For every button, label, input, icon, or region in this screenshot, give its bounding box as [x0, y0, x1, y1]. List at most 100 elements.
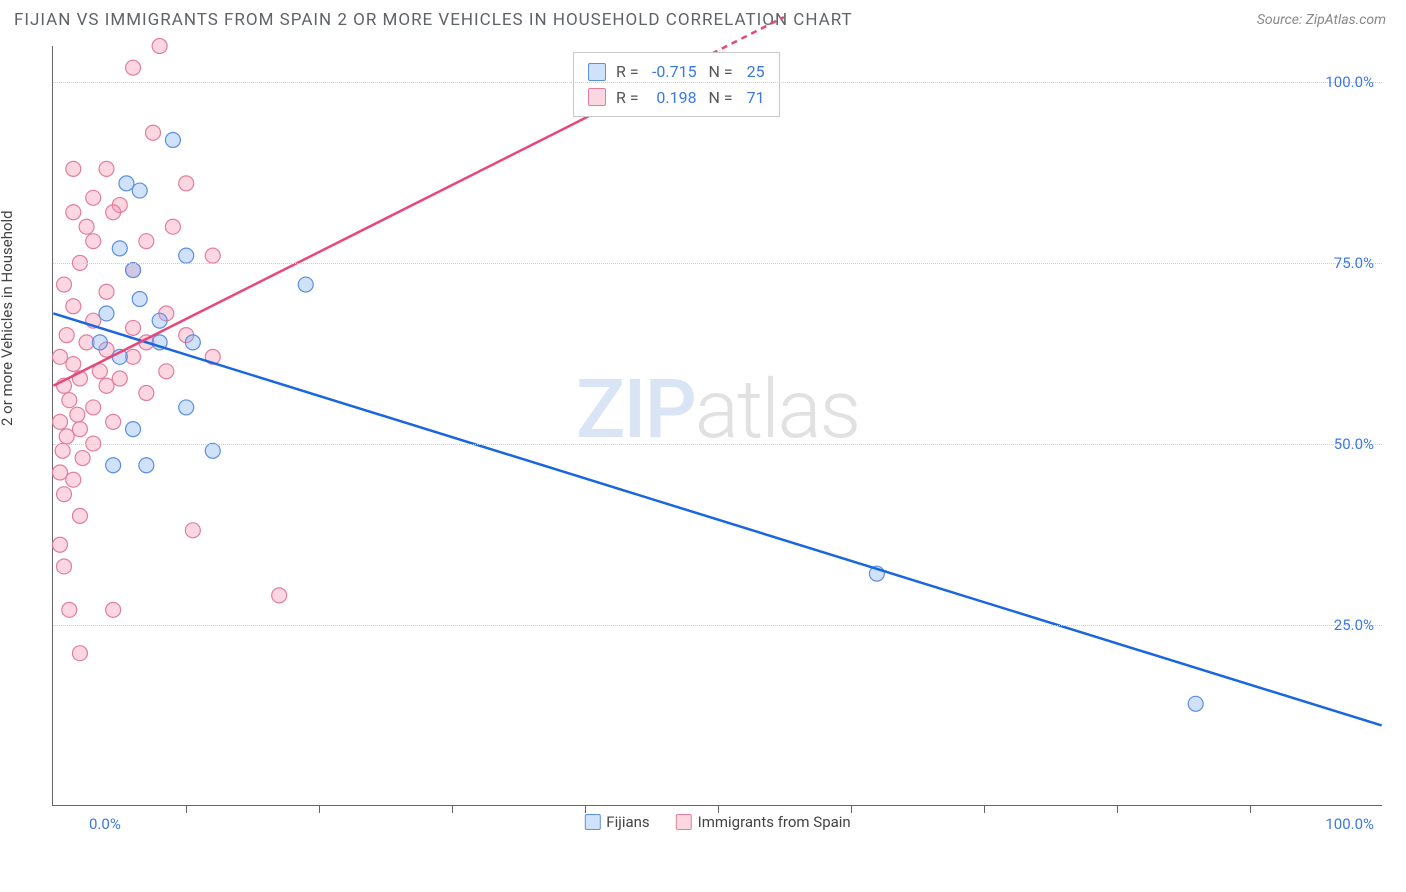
y-tick-label: 100.0%	[1325, 73, 1374, 91]
trend-line	[53, 313, 1381, 725]
data-point	[66, 161, 81, 176]
data-point	[72, 422, 87, 437]
x-tick	[319, 805, 320, 813]
data-point	[57, 559, 72, 574]
data-point	[99, 306, 114, 321]
data-point	[53, 537, 68, 552]
data-point	[53, 414, 68, 429]
data-point	[139, 385, 154, 400]
data-point	[53, 349, 68, 364]
trend-line	[53, 118, 584, 385]
data-point	[152, 39, 167, 54]
data-point	[62, 393, 77, 408]
chart-title: FIJIAN VS IMMIGRANTS FROM SPAIN 2 OR MOR…	[14, 10, 853, 30]
data-point	[92, 335, 107, 350]
data-point	[57, 277, 72, 292]
stat-r-label: R =	[616, 88, 639, 107]
stat-n-value: 71	[737, 85, 765, 111]
data-point	[86, 190, 101, 205]
x-tick	[851, 805, 852, 813]
y-tick-label: 25.0%	[1334, 616, 1374, 634]
x-tick	[1117, 805, 1118, 813]
data-point	[66, 205, 81, 220]
x-tick	[186, 805, 187, 813]
data-point	[86, 400, 101, 415]
stat-r-value: -0.715	[643, 59, 697, 85]
data-point	[132, 183, 147, 198]
data-point	[272, 588, 287, 603]
plot-area: ZIPatlas R = -0.715 N = 25R = 0.198 N = …	[52, 46, 1382, 806]
data-point	[112, 241, 127, 256]
data-point	[126, 422, 141, 437]
data-point	[59, 328, 74, 343]
stat-n-label: N =	[708, 62, 732, 81]
data-point	[112, 371, 127, 386]
stat-n-label: N =	[708, 88, 732, 107]
y-tick-label: 50.0%	[1334, 435, 1374, 453]
gridline	[53, 625, 1382, 626]
legend-swatch	[584, 814, 600, 830]
data-point	[57, 487, 72, 502]
data-point	[179, 248, 194, 263]
data-point	[66, 472, 81, 487]
legend-swatch	[588, 63, 606, 81]
data-point	[72, 508, 87, 523]
y-axis-label: 2 or more Vehicles in Household	[0, 210, 16, 426]
legend: Fijians Immigrants from Spain	[584, 813, 850, 831]
data-point	[132, 292, 147, 307]
gridline	[53, 263, 1382, 264]
legend-item: Fijians	[584, 813, 649, 831]
data-point	[106, 205, 121, 220]
data-point	[75, 451, 90, 466]
data-point	[99, 284, 114, 299]
data-point	[165, 219, 180, 234]
data-point	[152, 313, 167, 328]
data-point	[53, 465, 68, 480]
data-point	[126, 320, 141, 335]
stat-r-label: R =	[616, 62, 639, 81]
data-point	[70, 407, 85, 422]
x-tick	[1250, 805, 1251, 813]
legend-swatch	[588, 88, 606, 106]
data-point	[59, 429, 74, 444]
data-point	[126, 60, 141, 75]
x-axis-min-label: 0.0%	[89, 815, 121, 833]
gridline	[53, 82, 1382, 83]
data-point	[66, 299, 81, 314]
data-point	[86, 234, 101, 249]
data-point	[179, 400, 194, 415]
data-point	[106, 458, 121, 473]
data-point	[55, 443, 70, 458]
data-point	[205, 248, 220, 263]
correlation-stats-box: R = -0.715 N = 25R = 0.198 N = 71	[573, 52, 780, 117]
source-attribution: Source: ZipAtlas.com	[1257, 12, 1386, 28]
gridline	[53, 444, 1382, 445]
data-point	[185, 523, 200, 538]
data-point	[205, 443, 220, 458]
legend-item: Immigrants from Spain	[676, 813, 851, 831]
stat-n-value: 25	[737, 59, 765, 85]
stats-row: R = -0.715 N = 25	[588, 59, 765, 85]
data-point	[159, 364, 174, 379]
data-point	[139, 458, 154, 473]
x-tick	[452, 805, 453, 813]
data-point	[106, 414, 121, 429]
plot-svg	[53, 46, 1382, 805]
x-tick	[585, 805, 586, 813]
x-tick	[718, 805, 719, 813]
data-point	[99, 378, 114, 393]
data-point	[146, 125, 161, 140]
data-point	[126, 263, 141, 278]
data-point	[106, 602, 121, 617]
data-point	[179, 176, 194, 191]
data-point	[62, 602, 77, 617]
data-point	[185, 335, 200, 350]
data-point	[139, 234, 154, 249]
data-point	[99, 161, 114, 176]
data-point	[79, 219, 94, 234]
chart-container: 2 or more Vehicles in Household ZIPatlas…	[14, 46, 1392, 836]
legend-label: Fijians	[606, 813, 649, 831]
stat-r-value: 0.198	[643, 85, 697, 111]
x-axis-max-label: 100.0%	[1325, 815, 1374, 833]
data-point	[298, 277, 313, 292]
